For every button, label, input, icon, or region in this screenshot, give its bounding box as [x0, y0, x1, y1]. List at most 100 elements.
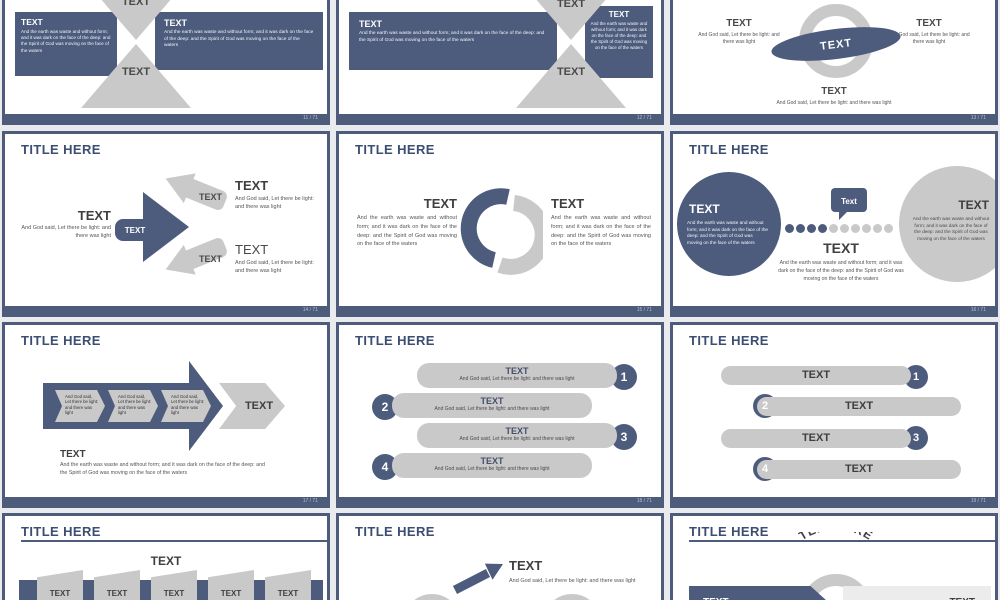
slide-thumbnail-process-arrow[interactable]: TITLE HERE And God said, Let there be li… [2, 322, 330, 508]
text-heading: TEXT [220, 589, 242, 598]
slide-page-number: 15 / 71 [339, 306, 661, 314]
body-text: And the earth was waste and without form… [687, 220, 769, 245]
body-text: And the earth was waste and without form… [551, 215, 651, 248]
list-item: TEXT And God said, Let there be light: a… [417, 363, 617, 388]
slide-thumbnail-arch-banners[interactable]: TITLE HERE TEXTHERE TEXT TEXT 22 / 71 [670, 513, 998, 600]
text-heading: TEXT [726, 18, 752, 29]
text-heading: TEXT [49, 589, 71, 598]
bottom-text-block: TEXT And God said, Let there be light: a… [733, 86, 935, 106]
body-text: And God said, Let there be light: and th… [698, 32, 780, 45]
body-text: And the earth was waste and without form… [357, 215, 457, 248]
progress-dots [785, 220, 901, 238]
step-number: 3 [912, 432, 920, 444]
gray-ring [403, 594, 461, 600]
text-heading: TEXT [423, 196, 457, 211]
slide-page-number: 14 / 71 [5, 306, 327, 314]
slide-title: TITLE HERE [355, 333, 435, 348]
text-heading: TEXT [60, 449, 86, 460]
text-heading: TEXT [551, 196, 585, 211]
list-item: TEXT [721, 366, 911, 385]
list-item: TEXT And God said, Let there be light: a… [392, 393, 592, 418]
gray-banner: TEXT [843, 586, 991, 600]
text-heading: TEXT [124, 226, 146, 235]
slide-thumbnail-numbered-bars[interactable]: TITLE HERE TEXT 1 TEXT 2 TEXT 3 TEXT 4 1… [670, 322, 998, 508]
text-heading: TEXT [821, 86, 847, 97]
text-heading: TEXT [199, 192, 223, 202]
slide-page-number: 18 / 71 [339, 497, 661, 505]
title-underline [21, 540, 327, 542]
svg-text:TEXTHERE: TEXTHERE [796, 532, 875, 543]
step-number: 2 [761, 400, 769, 412]
chevron-step: And God said, Let there be light: and th… [108, 390, 158, 422]
slide-page-number: 17 / 71 [5, 497, 327, 505]
hourglass-top-triangle [81, 0, 191, 40]
slide-title: TITLE HERE [21, 333, 101, 348]
navy-circle [677, 172, 781, 276]
list-item: TEXT [721, 429, 911, 448]
arched-text: TEXTHERE [796, 532, 875, 543]
slide-thumbnail-circles-dots[interactable]: TITLE HERE TEXT And the earth was waste … [670, 131, 998, 317]
arched-text-label: TEXTHERE [796, 532, 874, 543]
text-heading: TEXT [106, 589, 128, 598]
body-text: And God said, Let there be light: and th… [235, 196, 314, 210]
text-heading: TEXT [235, 178, 269, 193]
slide-thumbnail-hourglass-left[interactable]: TEXT And the earth was waste and without… [2, 0, 330, 125]
body-text: And God said, Let there be light: and th… [459, 436, 575, 442]
flag-shape: TEXT [265, 570, 311, 600]
slide-page-number: 16 / 71 [673, 306, 995, 314]
list-item: TEXT [757, 460, 961, 479]
right-top-text-block: TEXT And God said, Let there be light: a… [235, 178, 323, 212]
navy-banner: TEXT [689, 586, 827, 600]
text-heading: TEXT [277, 589, 299, 598]
text-heading: TEXT [556, 66, 586, 78]
text-heading: TEXT [556, 0, 586, 10]
speech-bubble: Text [831, 188, 867, 212]
title-underline [689, 540, 995, 542]
slide-page-number: 13 / 71 [673, 114, 995, 122]
text-heading: TEXT [505, 366, 529, 376]
text-heading: TEXT [150, 554, 182, 568]
body-text: And the earth was waste and without form… [60, 462, 265, 476]
body-text: And God said, Let there be light: and th… [21, 225, 111, 239]
slide-thumbnail-crescents[interactable]: TITLE HERE TEXT And the earth was waste … [336, 131, 664, 317]
slide-title: TITLE HERE [689, 142, 769, 157]
slide-thumbnail-numbered-list[interactable]: TITLE HERE 1 TEXT And God said, Let ther… [336, 322, 664, 508]
slide-title: TITLE HERE [21, 524, 101, 539]
slide-title: TITLE HERE [21, 142, 101, 157]
slide-title: TITLE HERE [355, 524, 435, 539]
up-right-arrow [452, 563, 503, 594]
slide-thumbnail-hourglass-right[interactable]: TEXT And the earth was waste and without… [336, 0, 664, 125]
hourglass-bottom-triangle [81, 44, 191, 108]
interlocking-crescents-shape [460, 188, 543, 275]
text-heading: TEXT [958, 198, 989, 212]
chevron-step: And God said, Let there be light: and th… [55, 390, 105, 422]
body-text: And God said, Let there be light: and th… [888, 32, 970, 45]
slide-title: TITLE HERE [689, 524, 769, 539]
slide-thumbnail-arrows[interactable]: TITLE HERE TEXT And God said, Let there … [2, 131, 330, 317]
body-text: And God said, Let there be light: and th… [434, 466, 550, 472]
gray-ring [543, 594, 601, 600]
body-text: And God said, Let there be light: and th… [776, 100, 892, 106]
flag-shape: TEXT [94, 570, 140, 600]
slide-thumbnail-planet[interactable]: TEXT And God said, Let there be light: a… [670, 0, 998, 125]
text-heading: TEXT [21, 17, 43, 27]
gray-chevron-arrow: TEXT [219, 383, 285, 429]
slide-page-number: 12 / 71 [339, 114, 661, 122]
body-text: And God said, Let there be light: and th… [235, 260, 314, 274]
flag-shape: TEXT [151, 570, 197, 600]
text-heading: TEXT [480, 456, 504, 466]
text-heading: TEXT [121, 66, 151, 78]
body-text: And the earth was waste and without form… [359, 31, 545, 43]
slide-thumbnail-rising-arrow[interactable]: TITLE HERE TEXT And God said, Let there … [336, 513, 664, 600]
list-item: TEXT And God said, Let there be light: a… [417, 423, 617, 448]
slide-thumbnail-flags[interactable]: TITLE HERE TEXT TEXT TEXT TEXT TEXT TEXT… [2, 513, 330, 600]
text-heading: TEXT [480, 396, 504, 406]
slide-title: TITLE HERE [355, 142, 435, 157]
side-text-block-right: TEXT And God said, Let there be light: a… [883, 18, 975, 46]
text-heading: TEXT [77, 208, 111, 223]
body-text: And God said, Let there be light: and th… [434, 406, 550, 412]
text-heading: TEXT [509, 558, 543, 573]
body-text: And the earth was waste and without form… [21, 29, 111, 53]
text-heading: TEXT [689, 202, 720, 216]
